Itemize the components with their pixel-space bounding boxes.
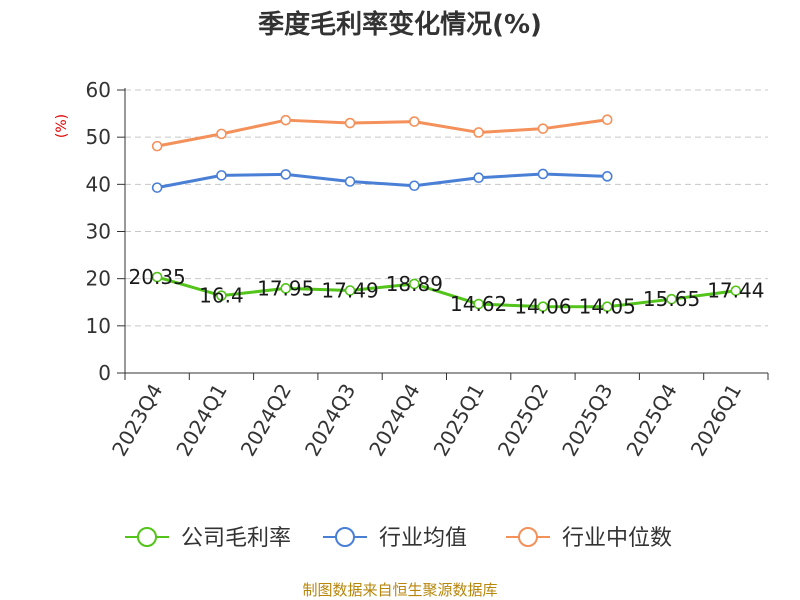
legend-item[interactable]: 公司毛利率 [125, 526, 291, 551]
data-point[interactable] [537, 123, 549, 134]
data-label: 17.44 [707, 279, 764, 303]
data-point[interactable] [344, 117, 356, 129]
source-note: 制图数据来自恒生聚源数据库 [302, 581, 497, 599]
series-line [156, 172, 608, 190]
data-label: 17.49 [321, 279, 378, 303]
x-tick-label: 2025Q2 [493, 380, 553, 461]
data-point[interactable] [216, 128, 227, 140]
y-tick-label: 60 [86, 78, 111, 102]
x-tick-label: 2025Q3 [557, 380, 617, 461]
data-point[interactable] [666, 293, 677, 305]
data-point[interactable] [151, 140, 163, 152]
y-axis-ticks: 0 10 20 30 40 50 60 [86, 78, 125, 385]
data-label: 14.06 [514, 295, 571, 319]
data-point[interactable] [280, 114, 292, 126]
data-point[interactable] [473, 298, 484, 310]
data-label: 15.65 [643, 287, 700, 311]
y-tick-label: 10 [86, 314, 111, 338]
x-tick-label: 2026Q1 [686, 380, 746, 461]
x-tick-label: 2024Q3 [300, 380, 360, 461]
data-point[interactable] [601, 171, 613, 182]
data-point[interactable] [409, 278, 420, 290]
series-line [156, 275, 737, 309]
x-axis-ticks: 2023Q4 2024Q1 2024Q2 2024Q3 2024Q4 2025Q1 2025… [107, 373, 769, 461]
data-point[interactable] [280, 169, 292, 180]
series-layer [151, 114, 742, 313]
data-point[interactable] [344, 176, 356, 187]
legend-label: 行业均值 [379, 526, 467, 551]
y-tick-label: 0 [98, 361, 111, 385]
data-point[interactable] [344, 285, 356, 296]
legend-item[interactable]: 行业中位数 [506, 526, 672, 551]
data-label: 18.89 [386, 272, 443, 296]
series-line [156, 118, 608, 148]
data-point[interactable] [151, 271, 163, 283]
y-axis-unit-label: (%) [54, 114, 70, 138]
x-tick-label: 2025Q4 [621, 380, 681, 461]
y-tick-label: 30 [86, 220, 111, 244]
x-tick-label: 2024Q2 [236, 380, 296, 461]
data-point[interactable] [601, 114, 613, 126]
data-point[interactable] [151, 182, 163, 193]
y-tick-label: 40 [86, 172, 111, 196]
data-labels: 20.35 16.4 17.95 17.49 18.89 14.62 14.06 14.05 1… [129, 265, 765, 319]
y-tick-label: 20 [86, 267, 111, 291]
data-point[interactable] [280, 283, 292, 294]
legend-label: 公司毛利率 [181, 526, 291, 551]
legend-label: 行业中位数 [562, 526, 672, 551]
data-label: 16.4 [199, 284, 244, 308]
legend[interactable]: 公司毛利率 行业均值 行业中位数 [125, 526, 672, 551]
legend-marker [137, 527, 157, 547]
data-point[interactable] [216, 290, 227, 301]
x-tick-label: 2024Q1 [171, 380, 231, 461]
x-tick-label: 2024Q4 [364, 380, 424, 461]
x-tick-label: 2023Q4 [107, 380, 167, 461]
legend-item[interactable]: 行业均值 [323, 526, 467, 551]
grid-lines [125, 89, 768, 327]
y-tick-label: 50 [86, 125, 111, 149]
data-label: 20.35 [129, 265, 186, 289]
data-point[interactable] [537, 168, 549, 180]
legend-marker [518, 527, 538, 547]
legend-marker [335, 527, 355, 547]
data-point[interactable] [216, 170, 227, 181]
data-point[interactable] [730, 285, 742, 297]
data-label: 14.05 [579, 295, 636, 319]
data-point[interactable] [409, 116, 420, 127]
x-tick-label: 2025Q1 [429, 380, 489, 461]
data-label: 17.95 [257, 276, 314, 300]
chart-title: 季度毛利率变化情况(%) [258, 9, 542, 40]
data-point[interactable] [537, 301, 549, 312]
data-point[interactable] [473, 127, 484, 138]
data-label: 14.62 [450, 292, 507, 316]
data-point[interactable] [601, 301, 613, 313]
data-point[interactable] [409, 180, 420, 192]
data-point[interactable] [473, 172, 484, 184]
